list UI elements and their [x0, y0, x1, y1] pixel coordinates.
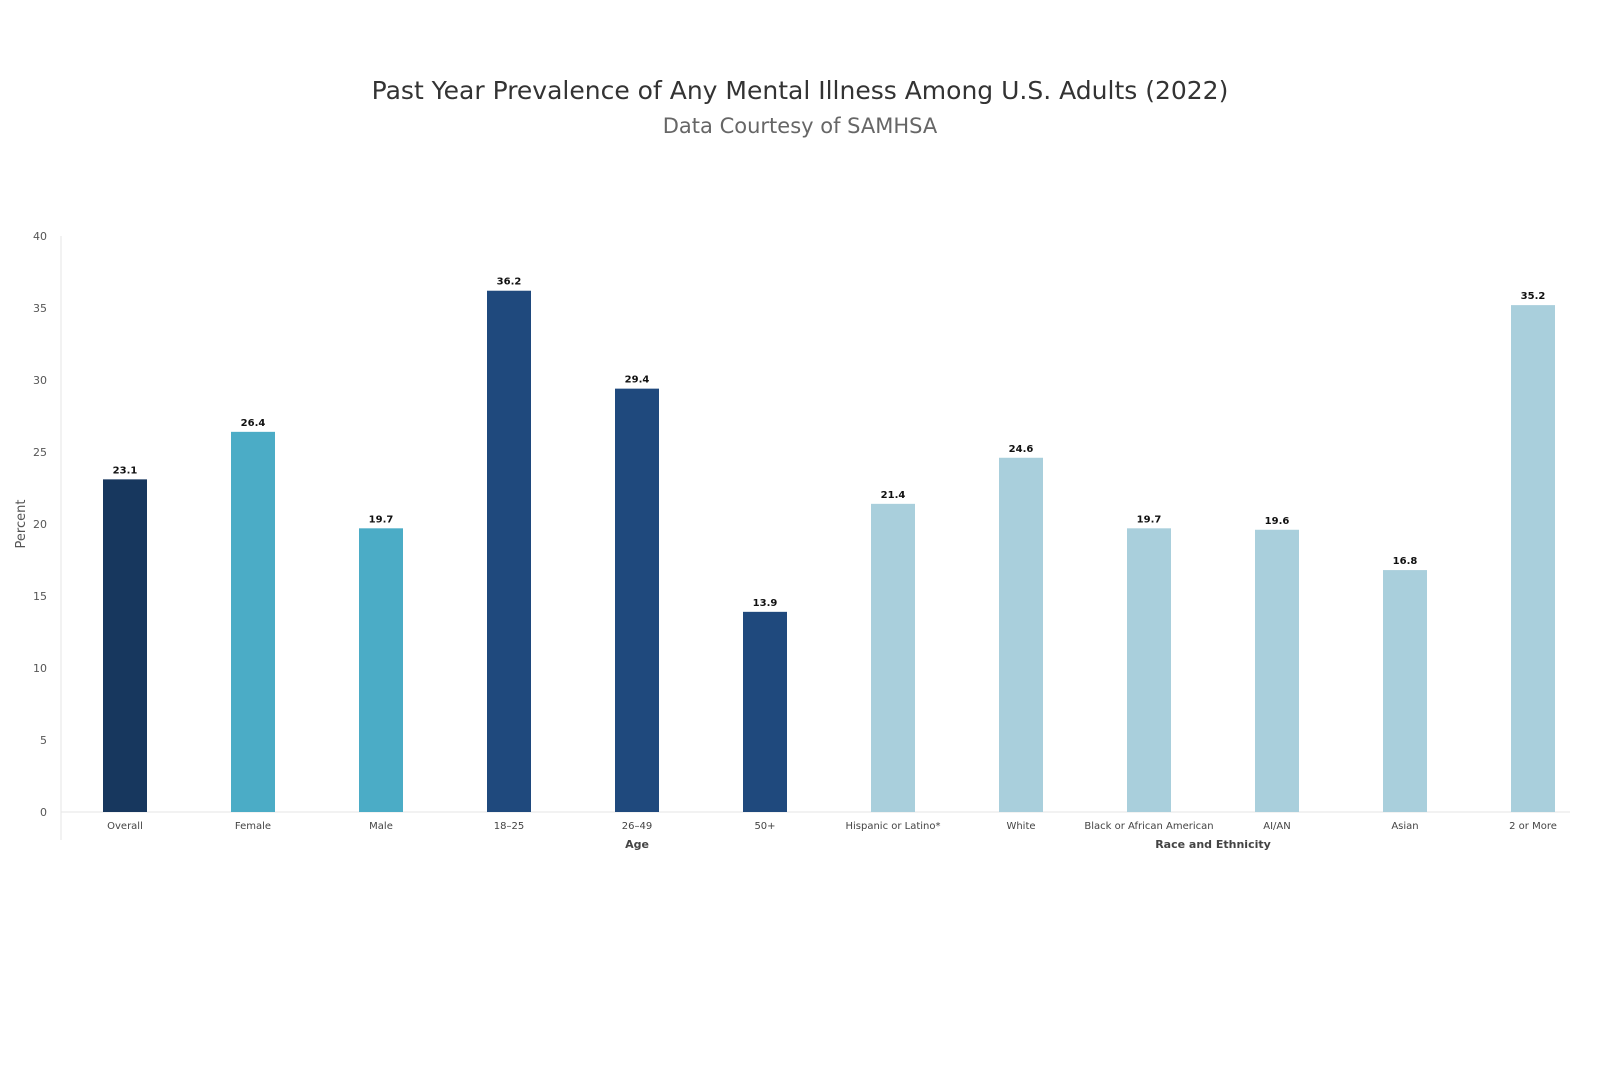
y-tick-label: 15 — [33, 590, 47, 603]
bar — [1255, 529, 1299, 812]
category-label: 2 or More — [1509, 821, 1557, 832]
category-label: White — [1006, 821, 1035, 832]
data-label: 36.2 — [497, 277, 522, 288]
y-tick-label: 10 — [33, 662, 47, 675]
category-label: Black or African American — [1084, 821, 1213, 832]
category-label: Hispanic or Latino* — [845, 821, 940, 832]
y-tick-label: 5 — [40, 734, 47, 747]
data-label: 29.4 — [625, 375, 650, 386]
data-label: 19.7 — [1137, 514, 1162, 525]
data-labels: 23.1 26.4 19.7 36.2 29.4 13.9 21.4 24.6 19.7 19.6… — [113, 277, 1546, 609]
category-label: Female — [235, 821, 271, 832]
data-label: 13.9 — [753, 598, 778, 609]
bars — [103, 290, 1555, 813]
category-label: Overall — [107, 821, 143, 832]
category-label: 50+ — [754, 821, 775, 832]
group-labels: Age Race and Ethnicity — [625, 838, 1271, 851]
bar — [1511, 305, 1555, 812]
bar — [999, 457, 1043, 812]
y-tick-label: 40 — [33, 230, 47, 243]
data-label: 19.6 — [1265, 516, 1290, 527]
group-label: Race and Ethnicity — [1155, 838, 1271, 851]
chart-title: Past Year Prevalence of Any Mental Illne… — [371, 76, 1229, 105]
data-label: 35.2 — [1521, 291, 1546, 302]
y-tick-label: 30 — [33, 374, 47, 387]
category-label: Male — [369, 821, 393, 832]
data-label: 21.4 — [881, 490, 906, 501]
bar — [1127, 528, 1171, 812]
bar — [743, 611, 787, 812]
chart-subtitle: Data Courtesy of SAMHSA — [662, 114, 938, 138]
y-tick-label: 25 — [33, 446, 47, 459]
data-label: 26.4 — [241, 418, 266, 429]
data-label: 16.8 — [1393, 556, 1418, 567]
bar — [103, 479, 147, 812]
category-label: Asian — [1391, 821, 1418, 832]
bar — [615, 388, 659, 812]
data-label: 24.6 — [1009, 444, 1034, 455]
y-tick-label: 0 — [40, 806, 47, 819]
data-label: 19.7 — [369, 514, 394, 525]
bar — [1383, 570, 1427, 812]
data-label: 23.1 — [113, 465, 138, 476]
category-label: AI/AN — [1263, 821, 1290, 832]
bar — [871, 503, 915, 812]
category-label: 18–25 — [494, 821, 524, 832]
category-label: 26–49 — [622, 821, 652, 832]
category-labels: Overall Female Male 18–25 26–49 50+ Hispanic o… — [107, 821, 1557, 832]
y-ticks: 0 5 10 15 20 25 30 35 40 — [33, 230, 47, 819]
bar — [359, 528, 403, 812]
bar — [231, 431, 275, 812]
y-axis-label: Percent — [14, 500, 29, 549]
group-label: Age — [625, 838, 649, 851]
bar — [487, 290, 531, 813]
y-tick-label: 20 — [33, 518, 47, 531]
y-tick-label: 35 — [33, 302, 47, 315]
